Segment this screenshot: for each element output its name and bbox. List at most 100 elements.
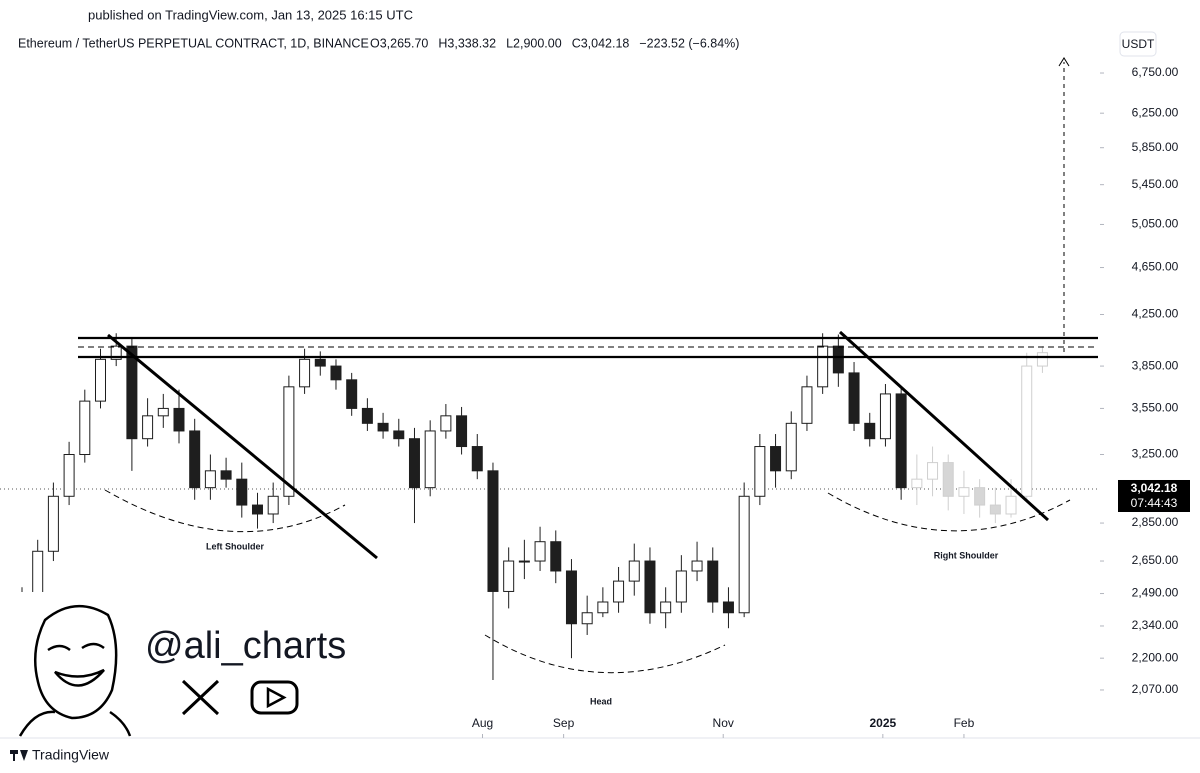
candle-body bbox=[770, 446, 782, 472]
candle-body bbox=[1036, 352, 1048, 367]
candle-body bbox=[660, 601, 672, 614]
y-tick-label: 2,340.00 bbox=[1132, 618, 1179, 632]
candle-body bbox=[393, 430, 405, 440]
candle-body bbox=[565, 570, 577, 625]
chart-title: Ethereum / TetherUS PERPETUAL CONTRACT, … bbox=[18, 36, 369, 50]
candle-body bbox=[204, 470, 216, 489]
candle-body bbox=[1021, 365, 1033, 497]
shoulder-arc bbox=[104, 489, 346, 533]
candle-body bbox=[848, 372, 860, 424]
annotation: Left Shoulder bbox=[206, 541, 264, 551]
candle-body bbox=[220, 470, 232, 480]
y-tick-label: 6,750.00 bbox=[1132, 65, 1179, 79]
candle-body bbox=[94, 358, 106, 402]
y-tick-label: 2,070.00 bbox=[1132, 682, 1179, 696]
currency-box[interactable] bbox=[1119, 31, 1157, 57]
candle-body bbox=[691, 560, 703, 572]
y-tick-label: 2,490.00 bbox=[1132, 586, 1179, 600]
y-tick-label: 5,850.00 bbox=[1132, 140, 1179, 154]
ohlc-legend: Ethereum / TetherUS PERPETUAL CONTRACT, … bbox=[18, 36, 739, 50]
y-tick-label: 5,450.00 bbox=[1132, 177, 1179, 191]
x-icon bbox=[181, 679, 220, 716]
candle-body bbox=[597, 601, 609, 614]
candle-body bbox=[989, 504, 1001, 515]
currency: USDT bbox=[1122, 37, 1155, 51]
candle-body bbox=[817, 345, 829, 388]
x-tick-label: Feb bbox=[954, 716, 975, 730]
candle-body bbox=[456, 415, 468, 448]
ohlc-value: L2,900.00 bbox=[506, 36, 562, 50]
y-tick-label: 5,050.00 bbox=[1132, 217, 1179, 231]
plot-area: 2,070.00 2,200.00 2,340.00 2,490.00 2,650.00… bbox=[0, 65, 1179, 738]
candle-body bbox=[581, 612, 593, 625]
candle-body bbox=[550, 541, 562, 572]
candle-body bbox=[361, 407, 373, 424]
candle-body bbox=[801, 386, 813, 424]
candle-body bbox=[314, 358, 326, 367]
candle-body bbox=[879, 393, 891, 440]
candle-body bbox=[974, 487, 986, 506]
candle-body bbox=[785, 422, 797, 472]
candle-body bbox=[754, 446, 766, 497]
annotation: Head bbox=[590, 696, 612, 706]
candle-body bbox=[79, 400, 91, 456]
candle-body bbox=[126, 345, 138, 440]
last-price-label: 3,042.18 bbox=[1131, 481, 1178, 495]
candle-body bbox=[299, 358, 311, 388]
candle-body bbox=[864, 422, 876, 440]
candle-body bbox=[267, 495, 279, 515]
candle-body bbox=[722, 601, 734, 614]
y-tick-label: 4,250.00 bbox=[1132, 307, 1179, 321]
candle-body bbox=[283, 386, 295, 497]
candle-body bbox=[1005, 495, 1017, 515]
shoulder-arc bbox=[827, 492, 1071, 532]
candle-body bbox=[47, 495, 59, 552]
annotation: Right Shoulder bbox=[934, 550, 999, 560]
trend-line bbox=[838, 330, 1050, 522]
candle-body bbox=[927, 462, 939, 480]
candle-body bbox=[942, 462, 954, 497]
x-tick-label: Sep bbox=[553, 716, 575, 730]
youtube-icon bbox=[250, 680, 299, 715]
y-tick-label: 2,650.00 bbox=[1132, 553, 1179, 567]
ohlc-value: C3,042.18 bbox=[572, 36, 630, 50]
candle-body bbox=[487, 470, 499, 592]
brand-logo bbox=[10, 750, 28, 761]
handle: @ali_charts bbox=[145, 625, 346, 667]
ohlc-value: H3,338.32 bbox=[438, 36, 496, 50]
candle-body bbox=[675, 570, 687, 603]
candle-body bbox=[189, 430, 201, 489]
candle-body bbox=[895, 393, 907, 489]
candle-body bbox=[628, 560, 640, 582]
candle-body bbox=[142, 415, 154, 440]
candle-body bbox=[408, 438, 420, 489]
candle-body bbox=[377, 422, 389, 432]
candle-body bbox=[157, 407, 169, 417]
candle-body bbox=[63, 454, 75, 497]
y-tick-label: 6,250.00 bbox=[1132, 105, 1179, 119]
candle-body bbox=[738, 495, 750, 614]
arrow-head bbox=[1058, 57, 1070, 67]
watermark: @ali_charts bbox=[0, 592, 355, 737]
brand: TradingView bbox=[32, 747, 110, 763]
last-price-box bbox=[1118, 479, 1190, 512]
candle-body bbox=[613, 580, 625, 603]
trend-line bbox=[107, 333, 378, 560]
candle-body bbox=[503, 560, 515, 592]
candle-body bbox=[173, 407, 185, 432]
candle-body bbox=[471, 446, 483, 472]
candle-body bbox=[110, 345, 122, 360]
candle-body bbox=[424, 430, 436, 489]
candle-body bbox=[236, 478, 248, 506]
candle-body bbox=[832, 345, 844, 374]
candle-body bbox=[440, 415, 452, 432]
youtube-play bbox=[266, 686, 287, 709]
head-arc bbox=[484, 634, 726, 674]
candle-body bbox=[534, 541, 546, 562]
candle-body bbox=[251, 504, 263, 515]
y-tick-label: 2,850.00 bbox=[1132, 515, 1179, 529]
candle-body bbox=[958, 487, 970, 497]
y-tick-label: 3,250.00 bbox=[1132, 447, 1179, 461]
drawings bbox=[78, 57, 1098, 674]
